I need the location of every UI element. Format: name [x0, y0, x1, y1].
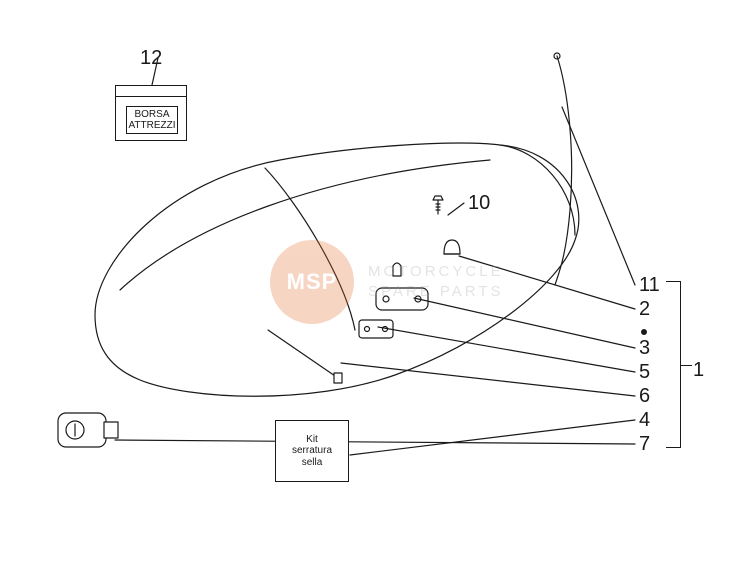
leader-5: [378, 327, 635, 372]
tool-bag: BORSA ATTREZZI: [115, 85, 187, 141]
seat-rear-edge: [500, 145, 575, 235]
callout-4: 4: [639, 410, 650, 430]
kit-label-line3: sella: [292, 457, 332, 469]
callout-6: 6: [639, 386, 650, 406]
tool-bag-label-line1: BORSA: [128, 109, 175, 121]
lock-cylinder: [58, 413, 118, 447]
callout-10: 10: [468, 193, 490, 213]
leader-lines: [115, 58, 635, 455]
group-brace: [666, 281, 680, 448]
leader-10: [448, 203, 464, 215]
callout-1: 1: [693, 360, 704, 380]
callout-3: 3: [639, 338, 650, 358]
strap-end: [334, 373, 342, 383]
leader-4: [350, 420, 635, 455]
tool-bag-label: BORSA ATTREZZI: [126, 106, 178, 134]
seat-top-seam: [120, 160, 490, 290]
callout-2: 2: [639, 299, 650, 319]
diagram-stage: BORSA ATTREZZI Kit serratura sella MSP M…: [0, 0, 744, 578]
screw: [433, 196, 443, 214]
pin: [393, 263, 401, 276]
tool-bag-label-line2: ATTREZZI: [128, 120, 175, 132]
leader-7: [115, 440, 635, 444]
kit-label-line2: serratura: [292, 445, 332, 457]
leader-2: [459, 256, 635, 309]
strap: [268, 330, 338, 378]
callout-7: 7: [639, 434, 650, 454]
lock-kit-box: Kit serratura sella: [275, 420, 349, 482]
leader-11: [562, 107, 635, 285]
leader-6: [341, 363, 635, 396]
callout-12: 12: [140, 48, 162, 68]
rubber-bumper: [444, 240, 460, 254]
kit-label-line1: Kit: [292, 434, 332, 446]
bullet-marker: [641, 329, 647, 335]
tool-bag-flap: [116, 86, 186, 97]
callout-11: 11: [639, 275, 660, 295]
lineart-layer: [0, 0, 744, 578]
callout-5: 5: [639, 362, 650, 382]
leader-3: [414, 298, 635, 348]
